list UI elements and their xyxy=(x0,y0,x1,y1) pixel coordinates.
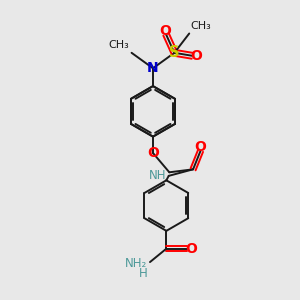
Text: CH₃: CH₃ xyxy=(108,40,129,50)
Text: N: N xyxy=(147,61,159,75)
Text: O: O xyxy=(160,24,171,38)
Text: O: O xyxy=(147,146,159,160)
Text: O: O xyxy=(190,49,202,63)
Text: S: S xyxy=(169,45,180,60)
Text: H: H xyxy=(139,267,148,280)
Text: NH: NH xyxy=(149,169,166,182)
Text: O: O xyxy=(185,242,197,256)
Text: CH₃: CH₃ xyxy=(191,20,212,31)
Text: O: O xyxy=(195,140,206,154)
Text: NH₂: NH₂ xyxy=(125,257,148,270)
